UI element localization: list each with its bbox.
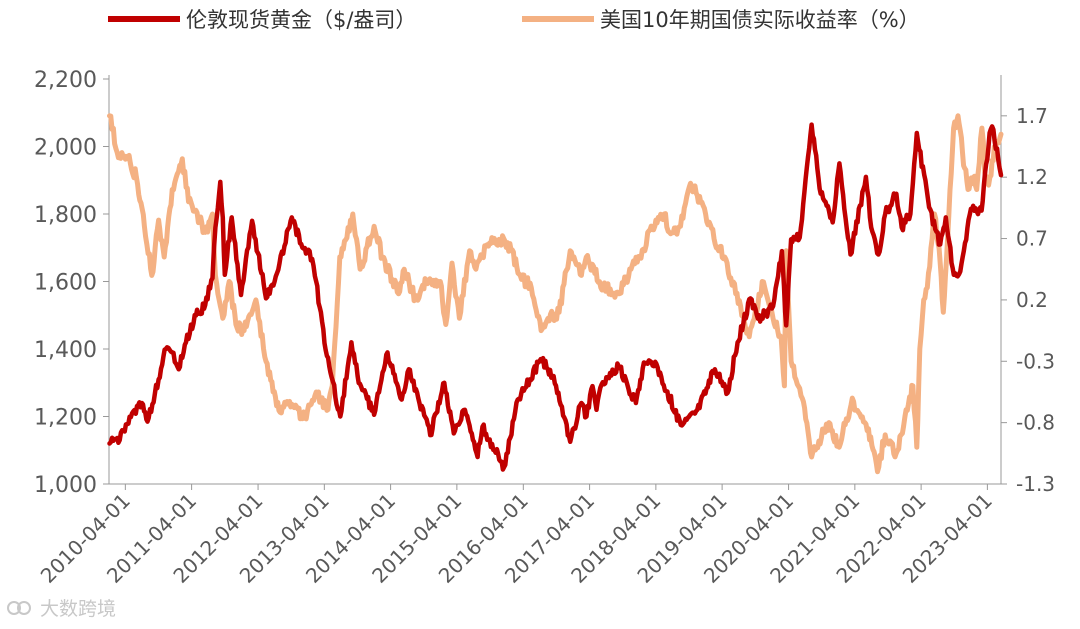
y-left-tick-label: 1,000 bbox=[34, 473, 97, 498]
chart-series bbox=[107, 113, 1004, 475]
y-right-tick-label: -1.3 bbox=[1016, 472, 1055, 496]
y-right-tick-label: -0.3 bbox=[1016, 349, 1055, 373]
watermark: 大数跨境 bbox=[6, 594, 116, 621]
y-left-tick-label: 1,400 bbox=[34, 338, 97, 363]
legend-item-yield: 美国10年期国债实际收益率（%） bbox=[522, 4, 920, 34]
y-left-tick-label: 2,000 bbox=[34, 136, 97, 161]
legend-label-gold: 伦敦现货黄金（$/盎司） bbox=[186, 8, 417, 32]
legend-item-gold: 伦敦现货黄金（$/盎司） bbox=[108, 4, 416, 34]
y-right-tick-label: 1.2 bbox=[1016, 165, 1048, 189]
y-right-tick-label: -0.8 bbox=[1016, 411, 1055, 435]
legend-label-yield: 美国10年期国债实际收益率（%） bbox=[600, 8, 920, 32]
y-right-tick-label: 1.7 bbox=[1016, 104, 1048, 128]
y-left-tick-label: 2,200 bbox=[34, 68, 97, 93]
series-line-real-yield bbox=[107, 113, 1004, 475]
y-right-tick-label: 0.2 bbox=[1016, 288, 1048, 312]
watermark-text: 大数跨境 bbox=[40, 598, 117, 620]
chart-legend: 伦敦现货黄金（$/盎司） 美国10年期国债实际收益率（%） bbox=[0, 4, 1080, 34]
y-left-tick-label: 1,200 bbox=[34, 406, 97, 431]
y-left-tick-label: 1,600 bbox=[34, 271, 97, 296]
legend-swatch-yield bbox=[522, 16, 594, 22]
series-line-gold bbox=[107, 122, 1004, 472]
y-left-tick-label: 1,800 bbox=[34, 203, 97, 228]
watermark-logo-icon bbox=[7, 600, 31, 615]
y-right-tick-label: 0.7 bbox=[1016, 227, 1048, 251]
legend-swatch-gold bbox=[108, 16, 180, 22]
